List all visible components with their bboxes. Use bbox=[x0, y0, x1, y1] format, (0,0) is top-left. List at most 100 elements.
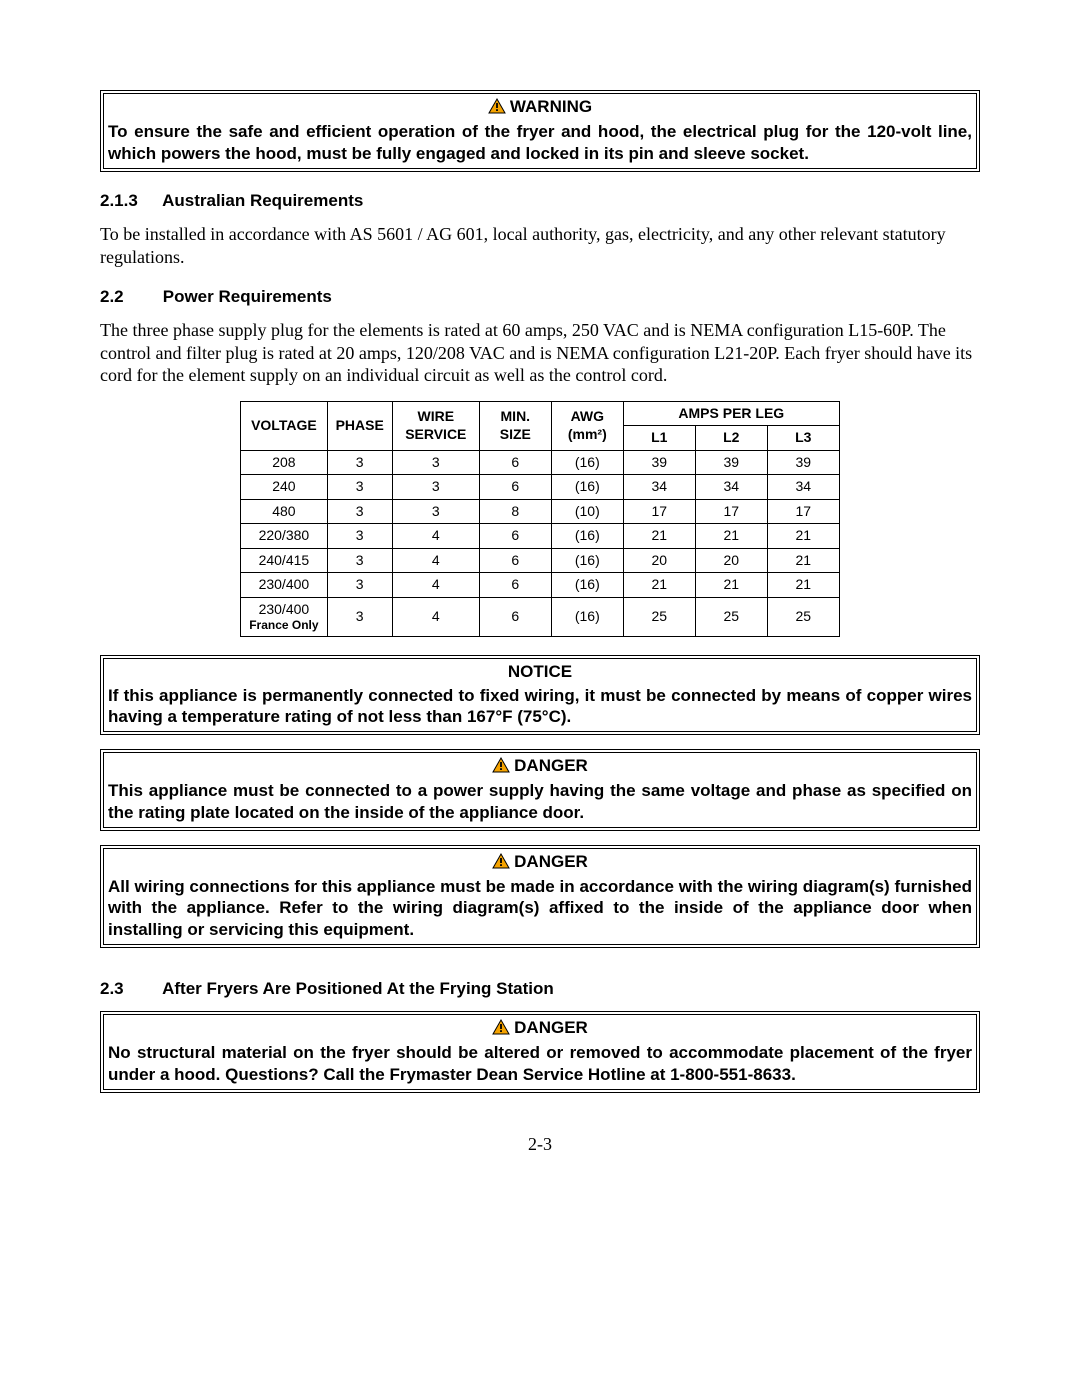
power-requirements-table: VOLTAGE PHASE WIRE SERVICE MIN. SIZE AWG… bbox=[240, 401, 840, 638]
cell-l1: 21 bbox=[623, 524, 695, 549]
table-row: 240336(16)343434 bbox=[241, 475, 840, 500]
cell-l1: 17 bbox=[623, 499, 695, 524]
danger1-body: This appliance must be connected to a po… bbox=[108, 780, 972, 823]
cell-l3: 25 bbox=[767, 597, 839, 637]
notice-box: NOTICE If this appliance is permanently … bbox=[100, 655, 980, 735]
warning-icon bbox=[492, 757, 510, 778]
cell-awg: (16) bbox=[551, 450, 623, 475]
cell-awg: (16) bbox=[551, 597, 623, 637]
cell-l1: 20 bbox=[623, 548, 695, 573]
th-wire-service: WIRE SERVICE bbox=[392, 401, 479, 450]
warning-title-row: WARNING bbox=[108, 96, 972, 119]
danger2-box: DANGER All wiring connections for this a… bbox=[100, 845, 980, 948]
danger1-title: DANGER bbox=[514, 756, 588, 775]
section-213-title: Australian Requirements bbox=[162, 191, 363, 210]
cell-wire: 3 bbox=[392, 450, 479, 475]
notice-body: If this appliance is permanently connect… bbox=[108, 685, 972, 728]
warning-icon bbox=[488, 98, 506, 119]
cell-l3: 17 bbox=[767, 499, 839, 524]
cell-l3: 21 bbox=[767, 524, 839, 549]
section-213-heading: 2.1.3 Australian Requirements bbox=[100, 190, 980, 211]
cell-l3: 21 bbox=[767, 573, 839, 598]
cell-l1: 34 bbox=[623, 475, 695, 500]
section-22-heading: 2.2 Power Requirements bbox=[100, 286, 980, 307]
section-213-body: To be installed in accordance with AS 56… bbox=[100, 223, 980, 268]
danger3-box: DANGER No structural material on the fry… bbox=[100, 1011, 980, 1093]
cell-voltage: 240/415 bbox=[241, 548, 327, 573]
section-22-body: The three phase supply plug for the elem… bbox=[100, 319, 980, 387]
table-row: 208336(16)393939 bbox=[241, 450, 840, 475]
cell-wire: 3 bbox=[392, 475, 479, 500]
cell-awg: (10) bbox=[551, 499, 623, 524]
cell-l3: 21 bbox=[767, 548, 839, 573]
cell-voltage: 240 bbox=[241, 475, 327, 500]
th-awg: AWG (mm²) bbox=[551, 401, 623, 450]
section-23-title: After Fryers Are Positioned At the Fryin… bbox=[162, 979, 554, 998]
cell-wire: 4 bbox=[392, 573, 479, 598]
section-22-num: 2.2 bbox=[100, 286, 158, 307]
danger2-body: All wiring connections for this applianc… bbox=[108, 876, 972, 940]
cell-l1: 25 bbox=[623, 597, 695, 637]
cell-minsize: 6 bbox=[479, 524, 551, 549]
section-213-num: 2.1.3 bbox=[100, 190, 158, 211]
cell-voltage: 220/380 bbox=[241, 524, 327, 549]
cell-l1: 39 bbox=[623, 450, 695, 475]
cell-awg: (16) bbox=[551, 548, 623, 573]
table-row: 240/415346(16)202021 bbox=[241, 548, 840, 573]
th-min-size: MIN. SIZE bbox=[479, 401, 551, 450]
cell-minsize: 6 bbox=[479, 450, 551, 475]
danger3-title: DANGER bbox=[514, 1018, 588, 1037]
table-row: 220/380346(16)212121 bbox=[241, 524, 840, 549]
cell-minsize: 6 bbox=[479, 597, 551, 637]
warning-box: WARNING To ensure the safe and efficient… bbox=[100, 90, 980, 172]
section-22-title: Power Requirements bbox=[163, 287, 332, 306]
cell-l1: 21 bbox=[623, 573, 695, 598]
cell-wire: 3 bbox=[392, 499, 479, 524]
cell-l2: 21 bbox=[695, 524, 767, 549]
th-l3: L3 bbox=[767, 426, 839, 451]
cell-l2: 20 bbox=[695, 548, 767, 573]
cell-wire: 4 bbox=[392, 597, 479, 637]
table-row: 230/400346(16)212121 bbox=[241, 573, 840, 598]
cell-phase: 3 bbox=[327, 573, 392, 598]
cell-l3: 34 bbox=[767, 475, 839, 500]
cell-minsize: 6 bbox=[479, 548, 551, 573]
th-voltage: VOLTAGE bbox=[241, 401, 327, 450]
cell-awg: (16) bbox=[551, 524, 623, 549]
page-number: 2-3 bbox=[100, 1133, 980, 1156]
table-row: 230/400France Only346(16)252525 bbox=[241, 597, 840, 637]
cell-l2: 34 bbox=[695, 475, 767, 500]
danger2-title: DANGER bbox=[514, 852, 588, 871]
cell-l2: 39 bbox=[695, 450, 767, 475]
cell-phase: 3 bbox=[327, 548, 392, 573]
danger2-title-row: DANGER bbox=[108, 851, 972, 874]
cell-l2: 25 bbox=[695, 597, 767, 637]
cell-l2: 21 bbox=[695, 573, 767, 598]
danger3-body: No structural material on the fryer shou… bbox=[108, 1042, 972, 1085]
cell-phase: 3 bbox=[327, 524, 392, 549]
cell-phase: 3 bbox=[327, 450, 392, 475]
th-l1: L1 bbox=[623, 426, 695, 451]
cell-phase: 3 bbox=[327, 499, 392, 524]
cell-wire: 4 bbox=[392, 548, 479, 573]
cell-voltage: 480 bbox=[241, 499, 327, 524]
cell-voltage-sub: France Only bbox=[249, 618, 318, 633]
cell-minsize: 6 bbox=[479, 475, 551, 500]
table-row: 480338(10)171717 bbox=[241, 499, 840, 524]
cell-voltage: 208 bbox=[241, 450, 327, 475]
cell-minsize: 8 bbox=[479, 499, 551, 524]
cell-wire: 4 bbox=[392, 524, 479, 549]
danger1-box: DANGER This appliance must be connected … bbox=[100, 749, 980, 831]
th-amps-per-leg: AMPS PER LEG bbox=[623, 401, 839, 426]
cell-voltage: 230/400 bbox=[241, 573, 327, 598]
cell-awg: (16) bbox=[551, 573, 623, 598]
warning-icon bbox=[492, 853, 510, 874]
section-23-num: 2.3 bbox=[100, 978, 158, 999]
cell-phase: 3 bbox=[327, 597, 392, 637]
danger3-title-row: DANGER bbox=[108, 1017, 972, 1040]
cell-voltage: 230/400France Only bbox=[241, 597, 327, 637]
warning-body: To ensure the safe and efficient operati… bbox=[108, 121, 972, 164]
danger1-title-row: DANGER bbox=[108, 755, 972, 778]
cell-l3: 39 bbox=[767, 450, 839, 475]
th-phase: PHASE bbox=[327, 401, 392, 450]
